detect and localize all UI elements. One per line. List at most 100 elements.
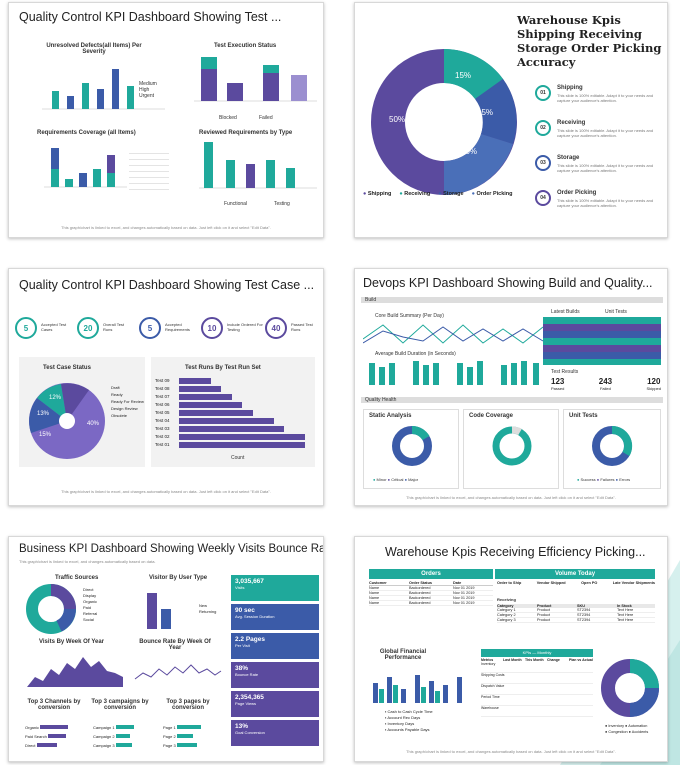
- kpi-item: 02 Receiving This slide is 100% editable…: [535, 120, 665, 155]
- panel-static: [363, 409, 459, 489]
- card-warehouse-kpis[interactable]: Warehouse Kpis Shipping Receiving Storag…: [354, 2, 668, 238]
- kpi-tile: 13% Goal Conversion: [231, 720, 319, 746]
- section-bar: [361, 297, 663, 303]
- kpi-number: 02: [535, 120, 551, 136]
- bar: [112, 69, 119, 109]
- donut-legend: ● Inventory ● Automation ● Congestion ● …: [605, 724, 649, 734]
- legend-item: Ready For Review: [111, 399, 144, 404]
- card-quality-control-test[interactable]: Quality Control KPI Dashboard Showing Te…: [8, 2, 324, 238]
- panel-coverage: [463, 409, 559, 489]
- kpi-tile: 90 sec Avg. Session Duration: [231, 604, 319, 630]
- card-title: Quality Control KPI Dashboard Showing Te…: [19, 278, 315, 292]
- kpi-name: Shipping: [557, 85, 583, 91]
- bar: [179, 394, 232, 400]
- bar: [97, 89, 104, 109]
- latest-builds-table: [543, 317, 661, 365]
- legend: ● Success ● Failures ● Errors: [577, 477, 631, 482]
- legend-item: Count: [231, 455, 245, 461]
- kpi-value: 5: [15, 317, 37, 339]
- bar: [179, 402, 242, 408]
- legend-item: Testing: [274, 201, 290, 207]
- kpi-label: Passed Test Runs: [291, 322, 313, 332]
- tick-label: Test 05: [155, 410, 170, 415]
- kpi-name: Storage: [557, 155, 580, 161]
- table-row: Category 3 Product ST2394 Text Here: [497, 618, 655, 623]
- table-row: Name Backordered Nov 01 2019: [369, 596, 493, 601]
- volume-cols: Order to Ship Vendor Shipped Open PO Late V…: [497, 581, 655, 585]
- kpi-tile: 2.2 Pages Per Visit: [231, 633, 319, 659]
- kpi-header: KPIs — Monthly: [481, 649, 593, 657]
- chart-reviewed: [199, 142, 317, 189]
- kpi-label: Accepted Test Cases: [41, 322, 67, 332]
- panel-title: Unresolved Defects(all Items) Per Severi…: [46, 43, 142, 55]
- legend-item: Design Review: [111, 406, 138, 411]
- panel-title: Reviewed Requirements by Type: [199, 130, 293, 136]
- orders-table: Customer Order Status Date Name Backordered…: [369, 581, 493, 606]
- slice: [29, 398, 67, 433]
- stat: 120 Skipped: [646, 377, 661, 391]
- kpi-desc: This slide is 100% editable. Adapt it to…: [557, 163, 654, 173]
- traffic-legend: Direct Display Organic Paid Referral Social: [83, 587, 98, 622]
- slice: [444, 49, 503, 99]
- footer-note: This graph/chart is linked to excel, and…: [406, 749, 616, 754]
- kpi-label: Include Ordered For Testing: [227, 322, 263, 332]
- kpi-number: 03: [535, 155, 551, 171]
- tick-label: Test 08: [155, 386, 170, 391]
- legend-item: Ready: [111, 392, 123, 397]
- section-label: Receiving: [497, 597, 516, 602]
- donut-unit: [592, 425, 633, 466]
- table-row: Dispatch Value: [481, 684, 593, 695]
- legend-item: ● Order Picking: [471, 191, 513, 197]
- card-devops-kpi[interactable]: Devops KPI Dashboard Showing Build and Q…: [354, 268, 668, 506]
- kpi-tile: 3,035,667 Visits: [231, 575, 319, 601]
- visitor-legend: New Returning: [199, 603, 217, 614]
- hbar-chart: Test 09 Test 08 Test 07 Test 06 Test 05 Test …: [155, 377, 311, 449]
- kpi-name: Order Picking: [557, 190, 597, 196]
- table-row: Name Backordered Nov 01 2019: [369, 601, 493, 606]
- legend-item: Urgent: [139, 93, 155, 99]
- legend-coverage: [129, 148, 169, 192]
- slice-label: 12%: [49, 395, 62, 401]
- table-row: Warehouse: [481, 706, 593, 717]
- footer-note: This graph/chart is linked to excel, and…: [406, 495, 616, 500]
- card-warehouse-receiving[interactable]: Warehouse Kpis Receiving Efficiency Pick…: [354, 536, 668, 762]
- legend-item: Blocked: [219, 115, 237, 121]
- legend-1: Medium High Urgent: [139, 81, 157, 99]
- donut-chart: [601, 659, 659, 717]
- donut-legend: ● Shipping ● Receiving ● Storage ● Order…: [363, 191, 513, 197]
- panel-title: Visitor By User Type: [149, 575, 208, 581]
- kpi-label: Overall Test Runs: [103, 322, 125, 332]
- bar: [179, 386, 221, 392]
- subtitle: This graph/chart is linked to excel, and…: [19, 559, 156, 564]
- tick-label: Test 04: [155, 418, 170, 423]
- panel-title: Global Financial Performance: [379, 649, 427, 661]
- panel-title: Unit Tests: [569, 413, 598, 419]
- card-title: Warehouse Kpis Shipping Receiving Storag…: [517, 13, 662, 69]
- pie-legend: Draft Ready Ready For Review Design Revi…: [111, 384, 144, 419]
- bar: [227, 83, 243, 101]
- card-title: Quality Control KPI Dashboard Showing Te…: [19, 10, 282, 24]
- bar: [82, 83, 89, 109]
- card-title: Devops KPI Dashboard Showing Build and Q…: [363, 276, 653, 290]
- chart-defects: [42, 69, 165, 110]
- panel-title: Bounce Rate By Week Of Year: [139, 639, 211, 651]
- kpi-desc: This slide is 100% editable. Adapt it to…: [557, 128, 654, 138]
- table-row: Name Backordered Nov 01 2019: [369, 586, 493, 591]
- card-quality-control-test-case[interactable]: Quality Control KPI Dashboard Showing Te…: [8, 268, 324, 506]
- kpi-value: 5: [139, 317, 161, 339]
- table-row: Category 1 Product ST2394 Text Here: [497, 608, 655, 613]
- kpi-desc: This slide is 100% editable. Adapt it to…: [557, 198, 654, 208]
- kpi-tile: 2,354,365 Page Views: [231, 691, 319, 717]
- orders-header: Orders: [369, 569, 493, 579]
- area-visits: [27, 657, 123, 687]
- section-bar: [361, 397, 663, 403]
- kpi-item: 01 Shipping This slide is 100% editable.…: [535, 85, 665, 120]
- chart-execution: [194, 57, 317, 102]
- footer-note: This graph/chart is linked to excel, and…: [61, 225, 271, 230]
- bar: [179, 426, 284, 432]
- bar: [147, 593, 157, 629]
- line-bounce: [134, 664, 222, 680]
- panel-title: Top 3 campaigns by conversion: [91, 699, 149, 711]
- kpi-tile: 38% Bounce Rate: [231, 662, 319, 688]
- card-business-kpi[interactable]: Business KPI Dashboard Showing Weekly Vi…: [8, 536, 324, 762]
